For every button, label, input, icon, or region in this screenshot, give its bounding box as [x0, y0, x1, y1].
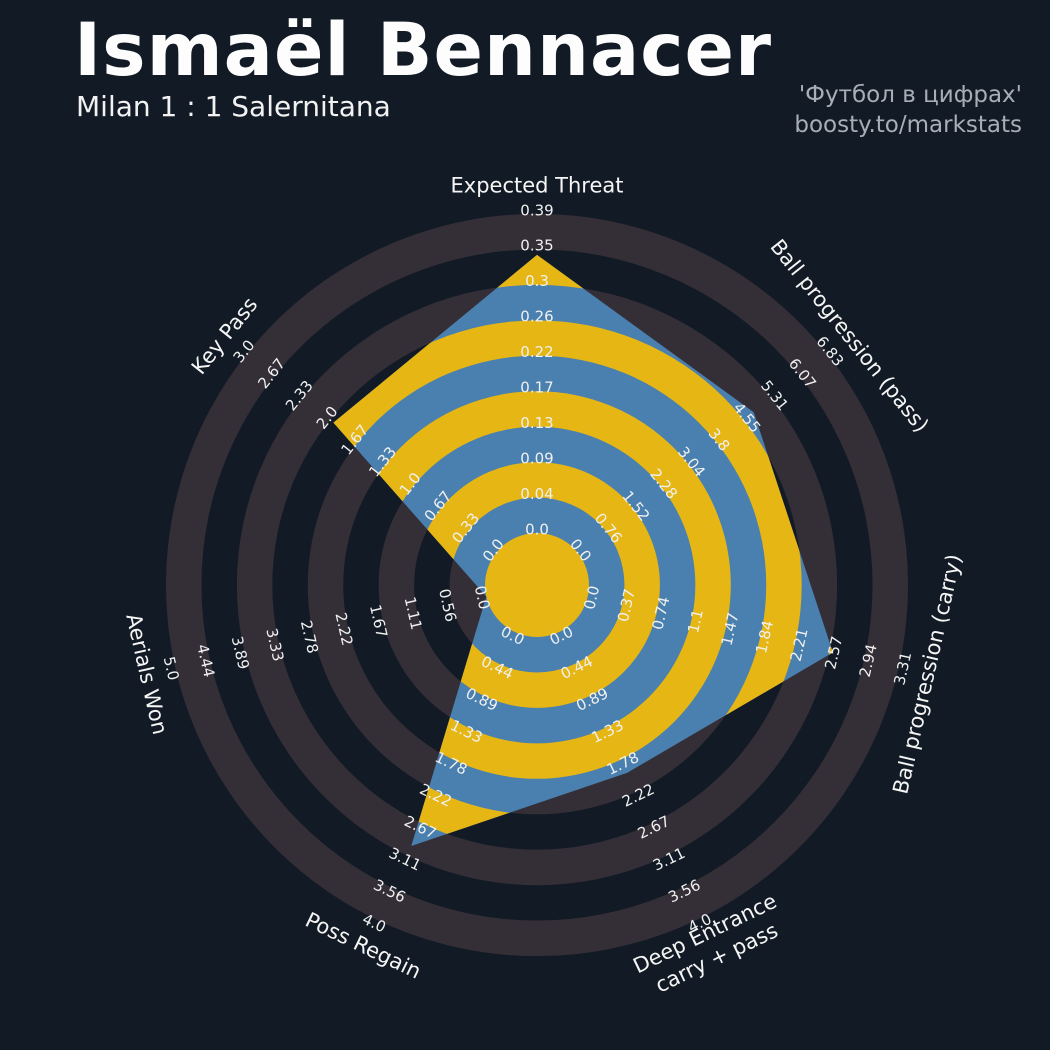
axis-title: Expected Threat [451, 173, 624, 197]
tick-label: 0.26 [520, 308, 553, 326]
watermark-line2: boosty.to/markstats [794, 112, 1022, 139]
tick-label: 0.0 [525, 520, 549, 538]
tick-label: 0.22 [520, 343, 553, 361]
tick-label: 5.0 [160, 655, 183, 682]
tick-label: 0.04 [520, 485, 553, 503]
tick-label: 0.0 [471, 584, 494, 611]
tick-label: 0.3 [525, 272, 549, 290]
match-subtitle: Milan 1 : 1 Salernitana [76, 90, 391, 123]
tick-label: 0.13 [520, 414, 553, 432]
center-circle [485, 533, 589, 637]
tick-label: 0.09 [520, 449, 553, 467]
axis-title-line: Expected Threat [451, 173, 624, 197]
watermark-line1: 'Футбол в цифрах' [798, 82, 1022, 108]
tick-label: 0.17 [520, 378, 553, 396]
watermark: 'Футбол в цифрах' boosty.to/markstats [794, 80, 1022, 141]
tick-label: 0.0 [580, 584, 603, 611]
tick-label: 0.35 [520, 237, 553, 255]
tick-label: 1.1 [684, 608, 707, 635]
page-title: Ismaël Bennacer [74, 8, 773, 93]
tick-label: 0.39 [520, 201, 553, 219]
